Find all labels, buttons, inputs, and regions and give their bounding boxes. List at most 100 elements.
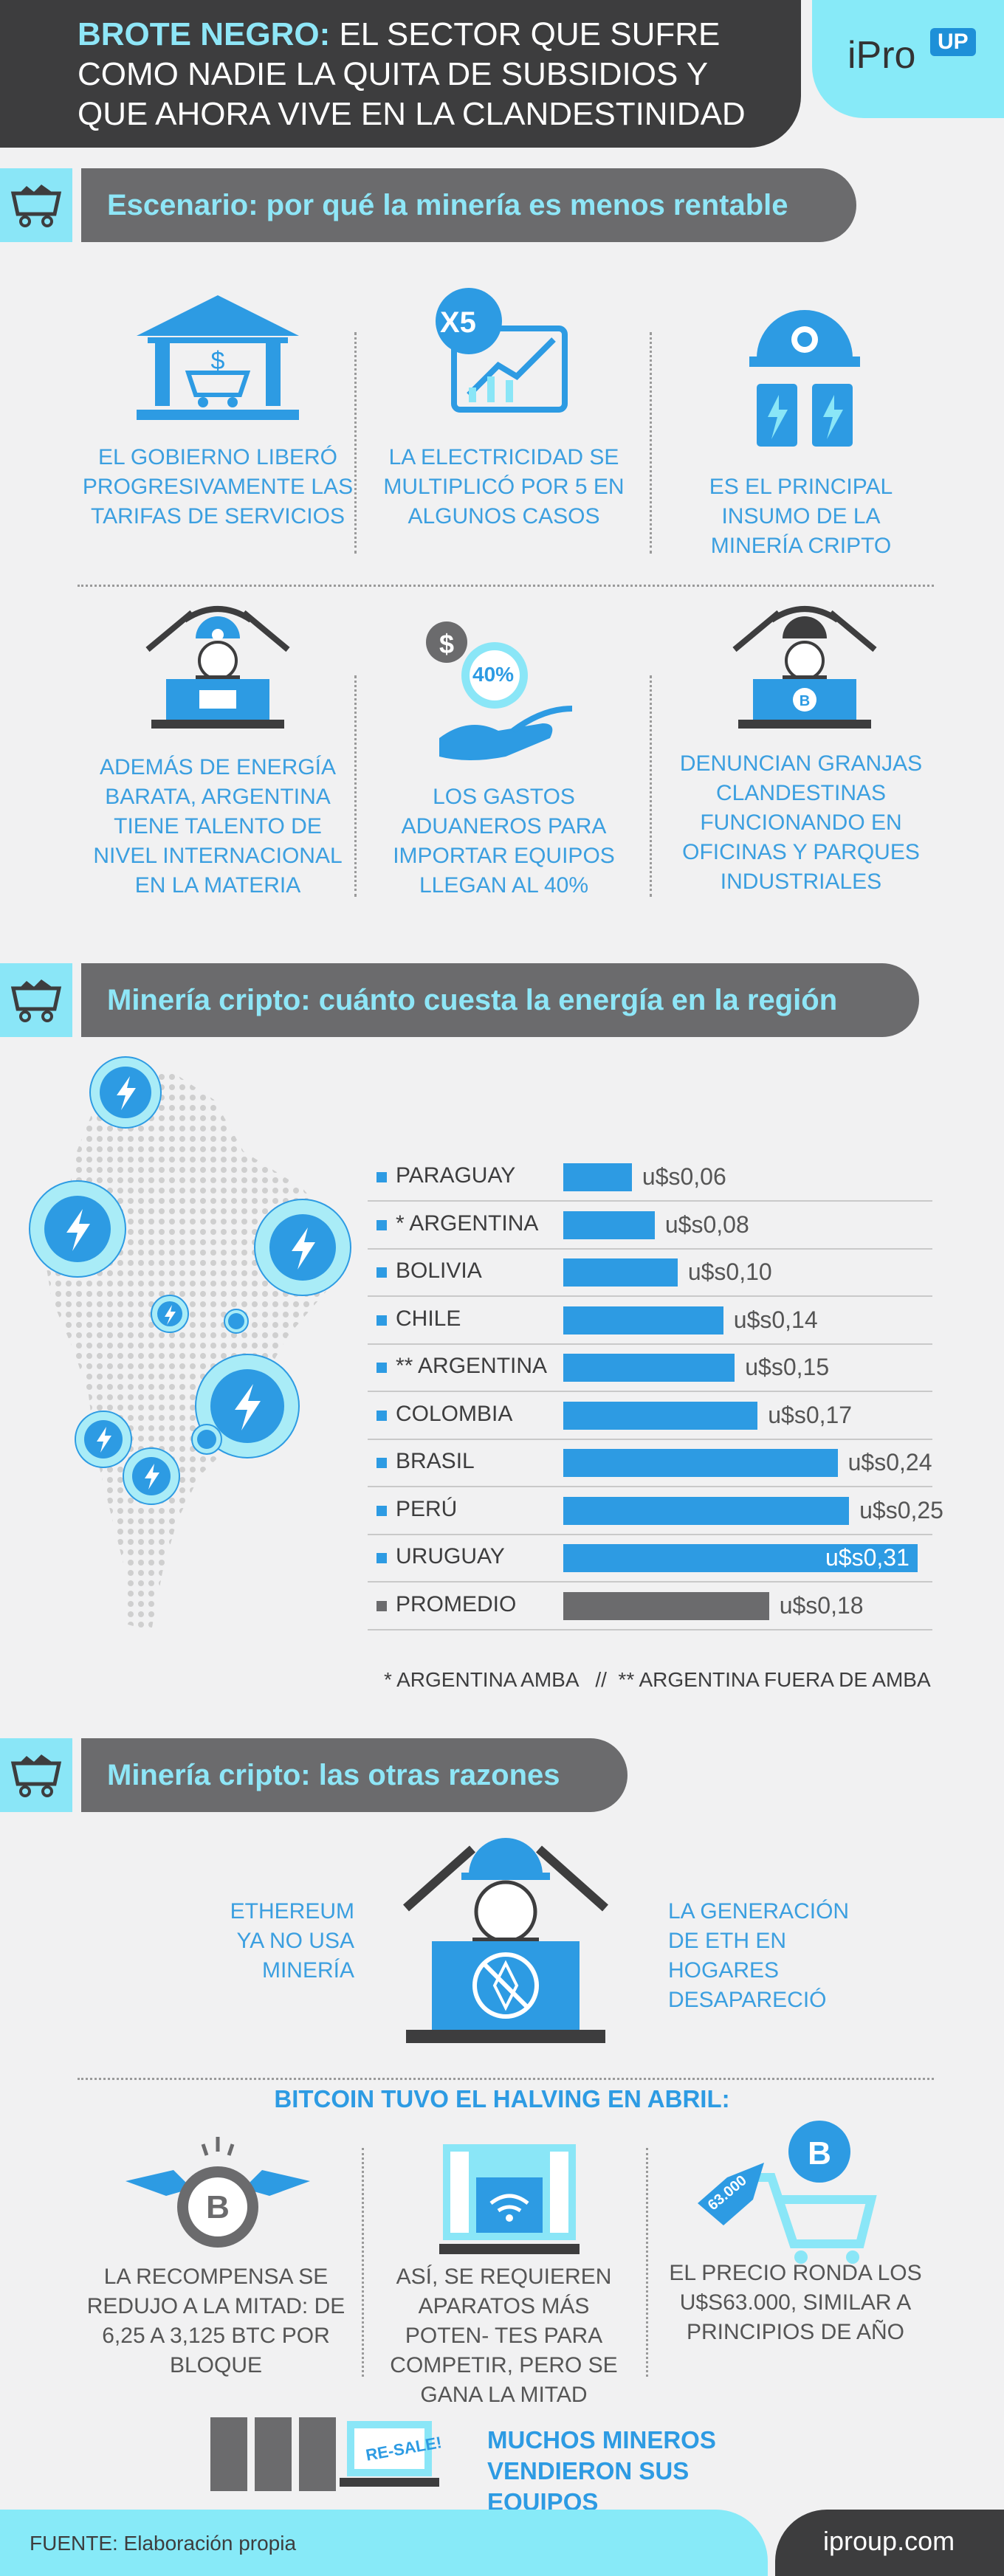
- chart-growth-icon: [424, 284, 572, 428]
- chart-value-label: u$s0,24: [847, 1449, 932, 1475]
- lightning-icon: [123, 1447, 180, 1505]
- eth-generation-text: LA GENERACIÓN DE ETH EN HOGARES DESAPARE…: [668, 1899, 850, 2012]
- chart-category-label: BRASIL: [396, 1449, 475, 1473]
- chart-value-label: u$s0,15: [745, 1354, 830, 1380]
- svg-text:B: B: [808, 2135, 831, 2172]
- chart-value-label: u$s0,31: [825, 1544, 910, 1571]
- miner-helmet-battery-icon: [742, 299, 867, 450]
- lightning-icon: [29, 1180, 126, 1278]
- scenario-text-1: EL GOBIERNO LIBERÓ PROGRESIVAMENTE LAS T…: [82, 445, 354, 528]
- chart-row: CHILE u$s0,14: [368, 1298, 932, 1345]
- chart-row: ** ARGENTINA u$s0,15: [368, 1345, 932, 1392]
- chart-row: BRASIL u$s0,24: [368, 1440, 932, 1487]
- dollar-badge: $: [439, 629, 455, 659]
- lightning-icon: [191, 1424, 222, 1455]
- divider: [650, 332, 652, 554]
- ethereum-text: ETHEREUM YA NO USA MINERÍA: [230, 1899, 354, 1983]
- divider: [354, 332, 357, 554]
- site-link[interactable]: iproup.com: [823, 2526, 955, 2556]
- mining-cart-icon: [0, 1738, 72, 1812]
- section-title-scenario: Escenario: por qué la minería es menos r…: [81, 168, 856, 242]
- mining-cart-icon: [0, 168, 72, 242]
- legend-square: [376, 1505, 387, 1516]
- lightning-icon: [254, 1199, 351, 1296]
- chart-bar: [563, 1401, 758, 1430]
- chart-bar: [563, 1544, 918, 1572]
- lightning-icon: [75, 1411, 132, 1468]
- chart-bar: [563, 1306, 723, 1335]
- divider: [362, 2148, 364, 2377]
- legend-square: [376, 1219, 387, 1230]
- page-title: BROTE NEGRO: EL SECTOR QUE SUFRE COMO NA…: [78, 16, 746, 132]
- chart-category-label: CHILE: [396, 1306, 461, 1331]
- scenario-text-3: ES EL PRINCIPAL INSUMO DE LA MINERÍA CRI…: [709, 475, 893, 558]
- legend-square: [376, 1458, 387, 1468]
- chart-value-label: u$s0,10: [687, 1258, 772, 1285]
- bitcoin-handshake-icon: B: [122, 2129, 314, 2259]
- source-text: FUENTE: Elaboración propia: [30, 2532, 297, 2555]
- chart-bar: [563, 1210, 655, 1239]
- chart-bar: [563, 1496, 850, 1525]
- footer-left: [0, 2510, 768, 2576]
- chart-row: COLOMBIA u$s0,17: [368, 1393, 932, 1440]
- miner-ethereum-icon: [384, 1834, 628, 2059]
- chart-row: * ARGENTINA u$s0,08: [368, 1202, 932, 1250]
- chart-row: BOLIVIA u$s0,10: [368, 1250, 932, 1297]
- svg-text:B: B: [206, 2189, 230, 2225]
- legend-square: [376, 1553, 387, 1563]
- chart-value-label: u$s0,17: [768, 1401, 853, 1428]
- logo: iPro: [847, 34, 916, 77]
- x5-badge: X5: [440, 306, 476, 339]
- chart-category-label: PARAGUAY: [396, 1163, 516, 1188]
- divider: [354, 675, 357, 897]
- lightning-icon: [89, 1056, 162, 1129]
- scenario-text-2: LA ELECTRICIDAD SE MULTIPLICÓ POR 5 EN A…: [383, 445, 625, 528]
- halving-text-3: EL PRECIO RONDA LOS U$S63.000, SIMILAR A…: [669, 2261, 922, 2344]
- legend-square: [376, 1267, 387, 1278]
- footer-right: [775, 2510, 1004, 2576]
- chart-value-label: u$s0,25: [859, 1496, 943, 1523]
- section-title-reasons: Minería cripto: las otras razones: [81, 1738, 628, 1812]
- chart-category-label: URUGUAY: [396, 1544, 505, 1568]
- divider: [646, 2148, 648, 2377]
- price-tag-cart-icon: B: [683, 2118, 882, 2270]
- chart-row: URUGUAY u$s0,31: [368, 1535, 932, 1583]
- scenario-text-4: ADEMÁS DE ENERGÍA BARATA, ARGENTINA TIEN…: [93, 755, 343, 898]
- halving-title: BITCOIN TUVO EL HALVING EN ABRIL:: [274, 2085, 730, 2112]
- scenario-text-5: LOS GASTOS ADUANEROS PARA IMPORTAR EQUIP…: [393, 785, 615, 898]
- section-title-energy: Minería cripto: cuánto cuesta la energía…: [81, 963, 919, 1037]
- chart-bar: [563, 1258, 678, 1287]
- chart-value-label: u$s0,14: [733, 1306, 818, 1333]
- chart-note: * ARGENTINA AMBA // ** ARGENTINA FUERA D…: [384, 1668, 931, 1691]
- 40-percent-badge: 40%: [472, 663, 515, 686]
- mining-rig-wifi-icon: [436, 2141, 583, 2270]
- chart-bar: [563, 1591, 769, 1620]
- legend-square: [376, 1172, 387, 1182]
- chart-row: PERÚ u$s0,25: [368, 1488, 943, 1535]
- divider: [78, 585, 934, 587]
- legend-square: [376, 1315, 387, 1326]
- halving-text-1: LA RECOMPENSA SE REDUJO A LA MITAD: DE 6…: [86, 2265, 345, 2377]
- chart-value-label: u$s0,08: [664, 1210, 749, 1238]
- servers-resale-icon: [203, 2410, 447, 2502]
- chart-bar: [563, 1354, 735, 1382]
- mining-cart-icon: [0, 963, 72, 1037]
- logo-panel: [812, 0, 1004, 118]
- legend-square: [376, 1363, 387, 1373]
- sold-text: MUCHOS MINEROS VENDIERON SUS EQUIPOS: [487, 2426, 716, 2515]
- south-america-map: [29, 1056, 351, 1631]
- chart-category-label: PERÚ: [396, 1496, 458, 1521]
- divider: [78, 2078, 934, 2080]
- legend-square: [376, 1410, 387, 1421]
- lightning-icon: [224, 1309, 249, 1334]
- chart-category-label: PROMEDIO: [396, 1591, 517, 1616]
- svg-text:$: $: [211, 347, 225, 375]
- miner-bitcoin-laptop-icon: B: [720, 605, 890, 738]
- chart-row: PROMEDIO u$s0,18: [368, 1583, 932, 1630]
- logo-badge: UP: [930, 28, 976, 56]
- chart-row: PARAGUAY u$s0,06: [368, 1154, 932, 1202]
- miner-laptop-icon: [133, 605, 303, 738]
- government-building-icon: $: [133, 292, 303, 428]
- chart-bar: [563, 1449, 838, 1477]
- lightning-icon: [151, 1295, 189, 1333]
